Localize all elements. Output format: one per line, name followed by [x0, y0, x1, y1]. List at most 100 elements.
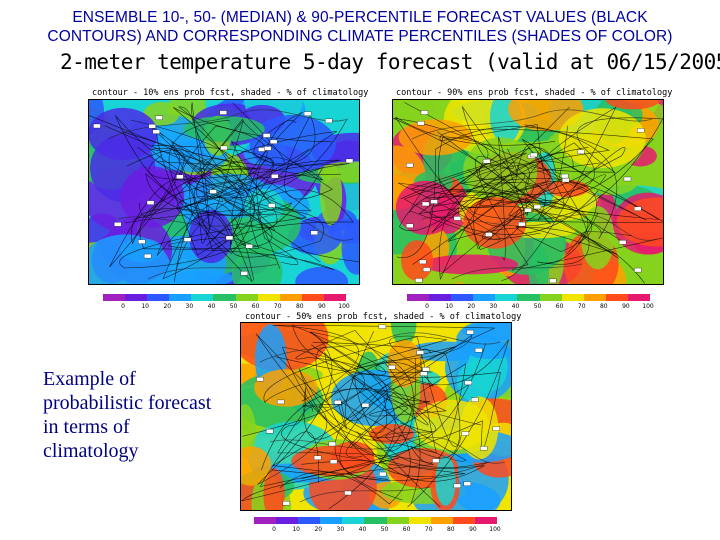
contour-label [266, 428, 274, 434]
contour-label [561, 173, 569, 179]
contour-line [263, 336, 462, 504]
shaded-region [463, 197, 527, 249]
contour-line [156, 119, 297, 283]
contour-label [328, 441, 336, 447]
contour-line [162, 141, 312, 281]
shaded-region [422, 254, 519, 275]
shaded-region [386, 339, 423, 388]
contour-label [240, 271, 248, 276]
colorbar-tick-label: 10 [445, 303, 453, 310]
contour-label [419, 259, 427, 265]
shaded-region [558, 108, 646, 169]
contour-label [388, 364, 396, 370]
contour-label [634, 206, 642, 211]
contour-label [220, 145, 228, 151]
contour-label [485, 232, 493, 237]
contour-label [464, 380, 472, 386]
colorbar-swatch [213, 294, 236, 301]
contour-label [524, 208, 532, 213]
colorbar-tick-label: 30 [336, 526, 345, 533]
contour-label [406, 223, 414, 228]
colorbar-swatch [539, 294, 562, 301]
contour-line [334, 335, 456, 501]
contour-line [412, 147, 574, 265]
colorbar-tick-label: 80 [295, 303, 304, 310]
contour-line [397, 142, 595, 244]
contour-label [634, 267, 642, 273]
contour-line [439, 124, 654, 202]
contour-label [268, 203, 276, 208]
map-frame [88, 99, 360, 285]
map-10-percentile-canvas [88, 99, 360, 285]
shaded-region [143, 101, 180, 126]
contour-line [149, 131, 360, 263]
shaded-region [508, 99, 584, 132]
contour-label [313, 455, 322, 460]
panel-3-caption: contour - 50% ens prob fcst, shaded - % … [245, 312, 522, 322]
contour-label [269, 139, 278, 144]
colorbar-swatch [125, 294, 148, 301]
example-note: Example of probabilistic forecast in ter… [43, 368, 212, 462]
colorbar-strip [407, 294, 651, 301]
heading-line-2: CONTOURS) AND CORRESPONDING CLIMATE PERC… [47, 28, 673, 45]
colorbar-panel-2: 0 10 20 30 40 50 60 70 80 90 100 [407, 294, 654, 312]
colorbar-swatch [298, 517, 321, 524]
heading: ENSEMBLE 10-, 50- (MEDIAN) & 90-PERCENTI… [0, 8, 720, 46]
contour-line [109, 120, 244, 268]
contour-label [474, 348, 483, 353]
shaded-region [605, 99, 661, 110]
colorbar-swatch [495, 294, 518, 301]
colorbar-tick-label: 60 [402, 526, 411, 533]
contour-label [417, 121, 425, 126]
contour-label [334, 400, 342, 405]
map-90-percentile-canvas [392, 99, 664, 285]
contour-label [420, 371, 428, 376]
contour-label [378, 471, 387, 477]
shaded-region [456, 361, 495, 403]
contour-label [329, 459, 338, 464]
map-50-percentile [240, 322, 512, 511]
colorbar-swatch [147, 294, 170, 301]
colorbar-tick-label: 70 [273, 303, 282, 310]
contour-label [482, 159, 491, 164]
colorbar-panel-3: 0 10 20 30 40 50 60 70 80 90 100 [254, 517, 501, 535]
contour-label [461, 431, 470, 436]
contour-label [282, 501, 290, 506]
colorbar-swatch [605, 294, 628, 301]
colorbar-swatch [103, 294, 126, 301]
contour-label [561, 177, 570, 183]
contour-label [406, 162, 414, 168]
contour-label [219, 110, 227, 115]
contour-line [325, 362, 467, 462]
contour-label [420, 110, 429, 115]
shaded-region [240, 446, 272, 486]
contour-label [432, 458, 440, 463]
shaded-region [254, 369, 318, 407]
contour-label [271, 174, 279, 179]
colorbar-tick-label: 40 [511, 303, 520, 310]
contour-line [104, 125, 324, 269]
shaded-region [120, 166, 185, 228]
contour-label [453, 483, 461, 488]
contour-label [637, 128, 645, 133]
colorbar-tick-label: 60 [555, 303, 564, 310]
shaded-region [400, 240, 434, 281]
map-50-percentile-canvas [240, 322, 512, 511]
forecast-subtitle: 2-meter temperature 5-day forecast (vali… [60, 50, 720, 74]
colorbar-tick-label: 90 [318, 303, 326, 310]
map-borders [107, 109, 354, 280]
map-10-percentile [88, 99, 360, 285]
map-90-percentile [392, 99, 664, 285]
contour-line [393, 118, 647, 250]
contour-line [145, 154, 341, 249]
contour-label [463, 481, 471, 486]
colorbar-tick-label: 30 [185, 303, 194, 310]
colorbar-swatch [235, 294, 258, 301]
colorbar-tick-label: 0 [272, 526, 276, 533]
contour-label [183, 237, 192, 242]
colorbar-tick-label: 20 [467, 303, 476, 310]
shaded-region [328, 218, 360, 244]
colorbar-swatch [429, 294, 452, 301]
colorbar-swatch [452, 517, 475, 524]
contour-label [276, 399, 285, 405]
